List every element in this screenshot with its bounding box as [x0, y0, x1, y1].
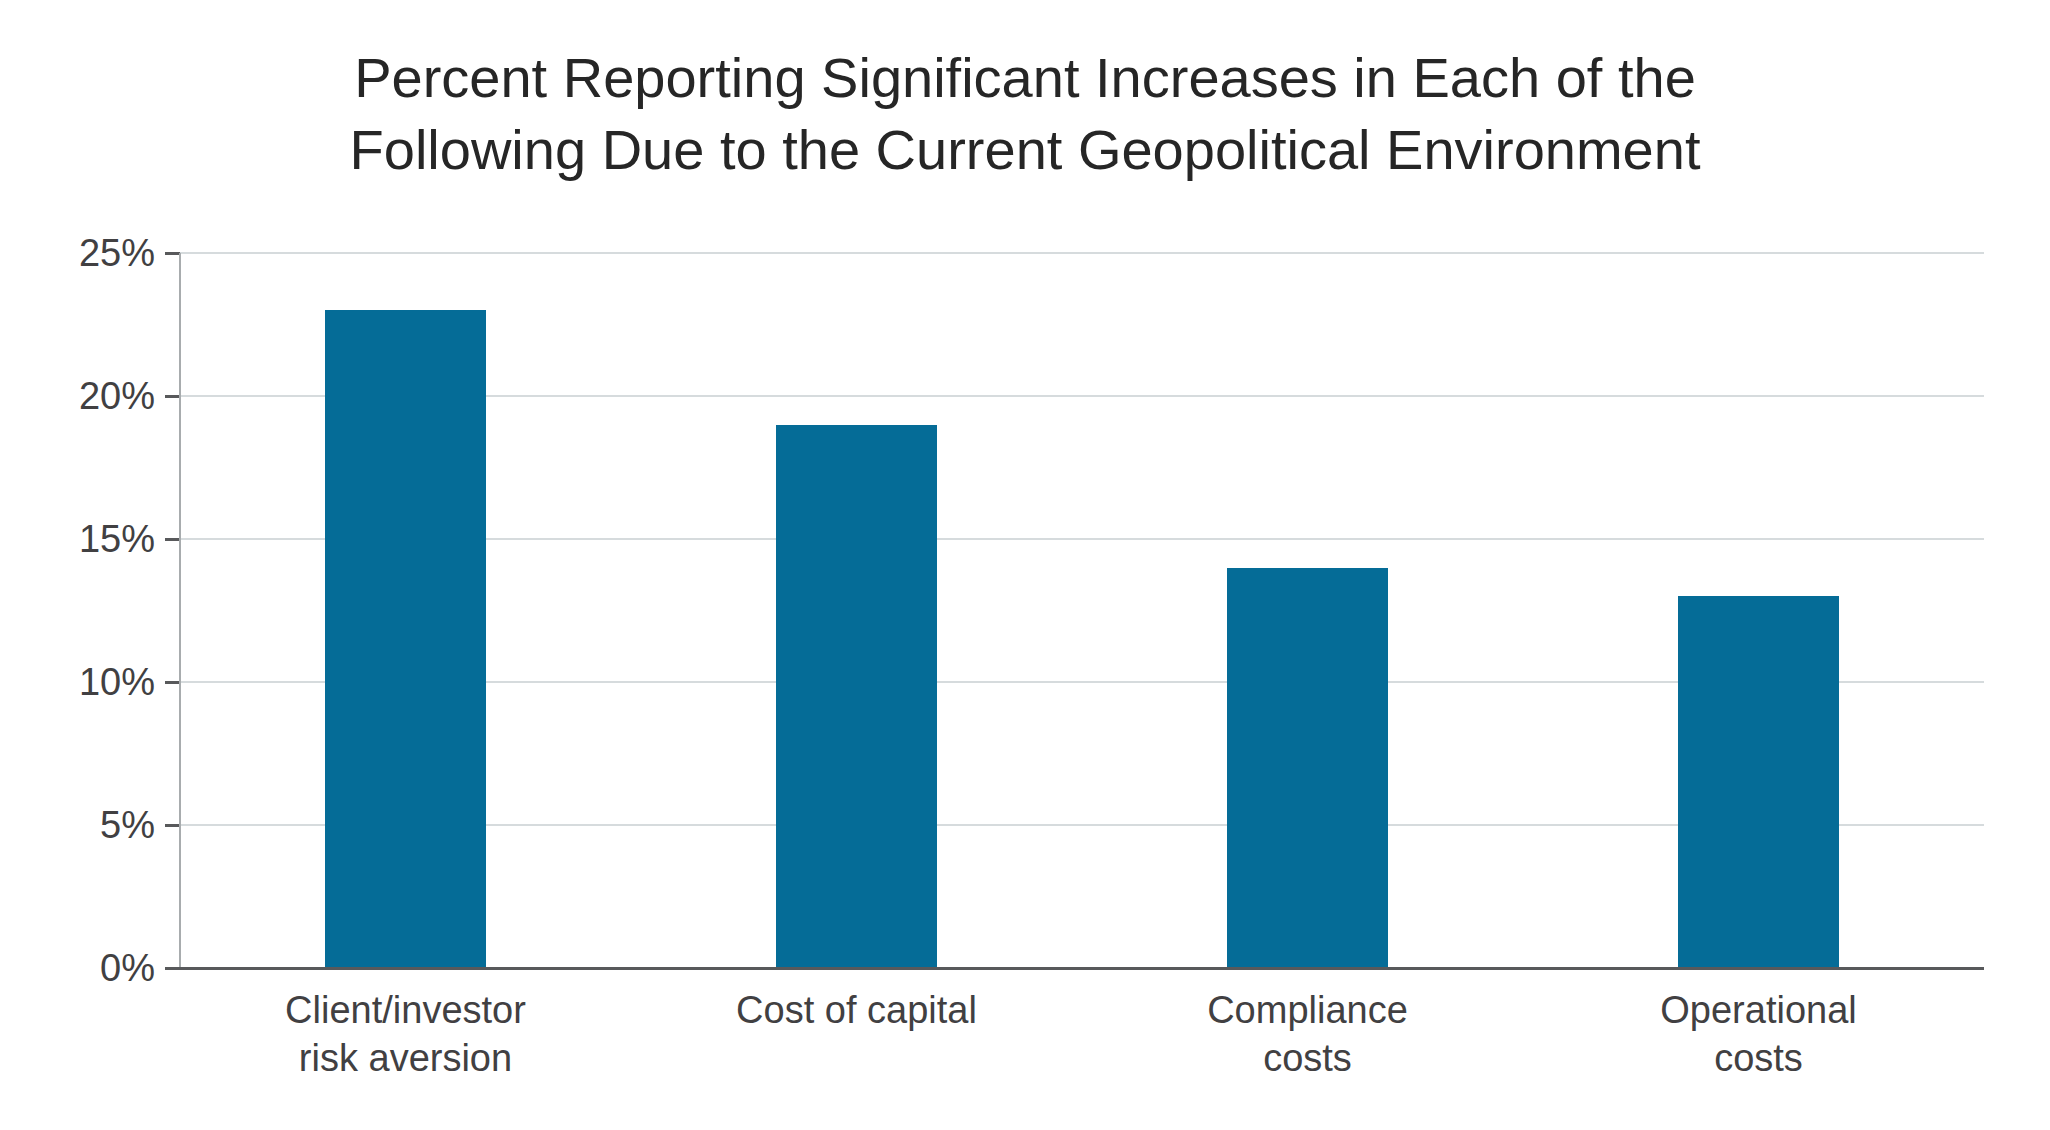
y-tick-label: 25% [15, 234, 155, 272]
y-tick-mark [165, 681, 180, 684]
bar [325, 310, 486, 968]
y-axis-line [179, 253, 181, 968]
chart-title: Percent Reporting Significant Increases … [0, 42, 2050, 186]
bar [1227, 568, 1388, 968]
plot-area [180, 253, 1984, 968]
x-category-label: Operational costs [1533, 986, 1984, 1082]
bar [776, 425, 937, 968]
y-tick-mark [165, 824, 180, 827]
y-tick-mark [165, 395, 180, 398]
y-tick-label: 20% [15, 377, 155, 415]
bar-chart-figure: Percent Reporting Significant Increases … [0, 0, 2050, 1130]
x-category-label: Cost of capital [631, 986, 1082, 1034]
y-tick-label: 15% [15, 520, 155, 558]
y-tick-label: 0% [15, 949, 155, 987]
x-category-label: Client/investor risk aversion [180, 986, 631, 1082]
x-category-label: Compliance costs [1082, 986, 1533, 1082]
y-tick-label: 10% [15, 663, 155, 701]
gridline [180, 252, 1984, 254]
x-axis-line [165, 967, 1984, 970]
y-tick-mark [165, 252, 180, 255]
bar [1678, 596, 1839, 968]
y-tick-mark [165, 538, 180, 541]
y-tick-label: 5% [15, 806, 155, 844]
